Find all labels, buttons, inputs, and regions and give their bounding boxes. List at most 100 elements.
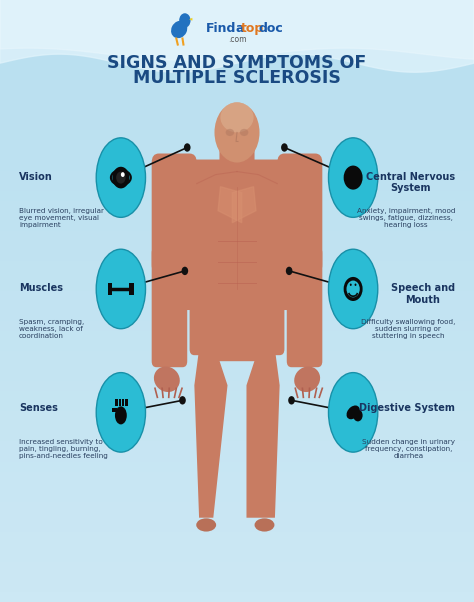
Text: a: a [236,22,244,35]
Text: Muscles: Muscles [19,283,63,293]
Bar [0,381,474,391]
Bar [0,20,474,30]
Bar [0,291,474,301]
Ellipse shape [167,160,198,202]
FancyBboxPatch shape [152,154,197,274]
Bar [0,462,474,471]
Bar [0,30,474,40]
Bar [0,170,474,181]
FancyBboxPatch shape [277,154,322,274]
Bar [0,542,474,552]
Ellipse shape [154,367,180,392]
Bar [0,311,474,321]
Bar [0,231,474,241]
Ellipse shape [115,406,127,424]
Bar [0,191,474,200]
Polygon shape [218,187,242,223]
Text: .com: .com [228,35,246,43]
Text: SIGNS AND SYMPTOMS OF: SIGNS AND SYMPTOMS OF [108,54,366,72]
Bar [0,371,474,381]
Bar [0,271,474,281]
Text: Anxiety, impairment, mood
swings, fatigue, dizziness,
hearing loss: Anxiety, impairment, mood swings, fatigu… [356,208,455,228]
Bar [0,50,474,60]
Bar [0,582,474,592]
Bar [0,0,474,10]
Circle shape [351,169,361,181]
Ellipse shape [240,129,248,136]
Bar [0,572,474,582]
Ellipse shape [214,102,259,163]
FancyBboxPatch shape [152,247,187,367]
Bar [0,60,474,70]
Text: MULTIPLE SCLEROSIS: MULTIPLE SCLEROSIS [133,69,341,87]
Bar [0,341,474,351]
Bar [0,331,474,341]
Ellipse shape [276,160,307,202]
Bar [118,399,121,406]
Bar [122,399,124,406]
Text: Sudden change in urinary
frequency, constipation,
diarrhea: Sudden change in urinary frequency, cons… [362,439,455,459]
Bar [0,301,474,311]
Text: Central Nervous
System: Central Nervous System [366,172,455,193]
Ellipse shape [196,518,216,532]
Polygon shape [194,349,228,518]
Bar [0,492,474,501]
Bar [125,399,128,406]
Bar [0,120,474,131]
Ellipse shape [220,102,254,132]
Circle shape [286,267,292,275]
Bar [0,211,474,221]
Circle shape [355,284,356,286]
Bar [0,482,474,492]
Bar [0,131,474,140]
Bar [0,391,474,402]
Bar [0,512,474,522]
Bar [0,140,474,150]
Bar [0,552,474,562]
Ellipse shape [328,373,378,452]
Circle shape [346,169,355,181]
FancyBboxPatch shape [190,295,284,355]
Text: Find: Find [206,22,237,35]
Bar [0,161,474,170]
Circle shape [112,167,129,188]
Bar [0,421,474,432]
Circle shape [179,396,186,405]
Bar [0,432,474,441]
Circle shape [288,396,295,405]
Bar [0,522,474,532]
Text: Increased sensitivity to
pain, tingling, burning,
pins-and-needles feeling: Increased sensitivity to pain, tingling,… [19,439,108,459]
Ellipse shape [226,129,234,136]
Ellipse shape [294,367,320,392]
Polygon shape [232,187,256,223]
Bar [0,351,474,361]
Ellipse shape [171,21,187,38]
Text: Speech and
Mouth: Speech and Mouth [391,283,455,305]
Bar [0,281,474,291]
Ellipse shape [328,138,378,217]
Circle shape [182,267,188,275]
Text: Vision: Vision [19,172,53,182]
Bar [0,532,474,542]
Polygon shape [204,337,270,361]
Text: Senses: Senses [19,403,58,414]
Bar [0,452,474,462]
Bar [0,101,474,110]
Circle shape [344,166,363,190]
Ellipse shape [96,249,146,329]
Bar [0,90,474,101]
Bar [0,321,474,331]
Bar [0,471,474,482]
Text: doc: doc [258,22,283,35]
Circle shape [121,172,125,177]
Text: Difficulty swallowing food,
sudden slurring or
stuttering in speech: Difficulty swallowing food, sudden slurr… [361,319,455,339]
Bar [129,283,134,295]
Circle shape [346,281,360,297]
Bar [0,441,474,452]
Text: top: top [241,22,264,35]
Circle shape [179,13,191,28]
Bar [0,592,474,602]
Ellipse shape [346,406,360,419]
Circle shape [184,143,191,152]
Text: Digestive System: Digestive System [359,403,455,414]
